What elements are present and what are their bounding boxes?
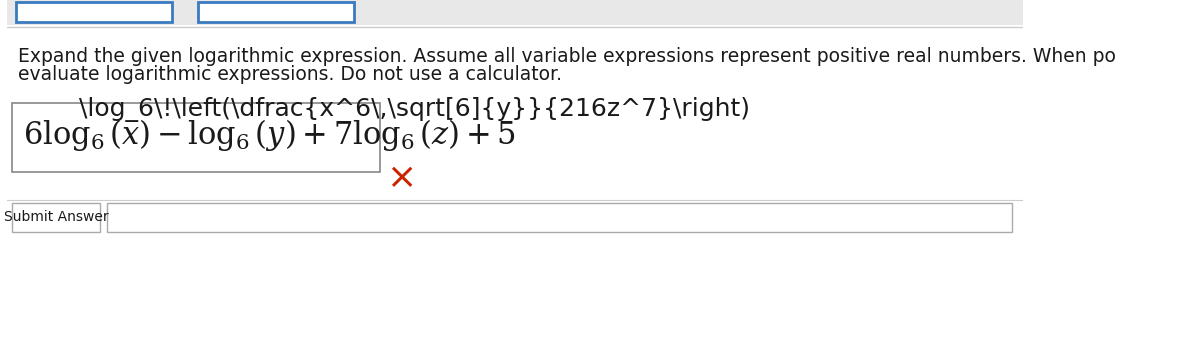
Text: Expand the given logarithmic expression. Assume all variable expressions represe: Expand the given logarithmic expression.… (18, 47, 1115, 66)
FancyBboxPatch shape (107, 203, 1012, 232)
Text: $\times$: $\times$ (386, 160, 414, 194)
Text: evaluate logarithmic expressions. Do not use a calculator.: evaluate logarithmic expressions. Do not… (18, 65, 562, 84)
FancyBboxPatch shape (7, 0, 1022, 25)
FancyBboxPatch shape (12, 103, 379, 172)
Text: \log_6\!\left(\dfrac{x^6\,\sqrt[6]{y}}{216z^7}\right): \log_6\!\left(\dfrac{x^6\,\sqrt[6]{y}}{2… (79, 97, 750, 122)
Text: Submit Answer: Submit Answer (4, 210, 109, 224)
FancyBboxPatch shape (198, 2, 354, 22)
FancyBboxPatch shape (12, 203, 101, 232)
Text: $6\log_{6}(x) - \log_{6}(y) + 7\log_{6}(z) + 5$: $6\log_{6}(x) - \log_{6}(y) + 7\log_{6}(… (23, 117, 515, 153)
FancyBboxPatch shape (16, 2, 173, 22)
